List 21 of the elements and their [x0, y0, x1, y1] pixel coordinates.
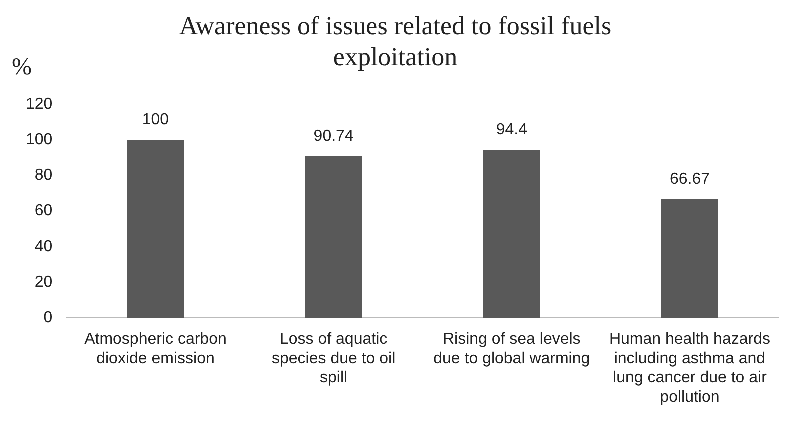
y-tick-label: 60 — [34, 202, 53, 220]
x-tick-label: Human health hazards including asthma and lung cancer due to air pollution — [609, 331, 770, 406]
x-tick-label: Atmospheric carbon dioxide emission — [84, 331, 227, 368]
data-label: 90.74 — [314, 128, 354, 145]
y-tick-label: 0 — [44, 310, 53, 327]
bar — [483, 150, 540, 318]
data-label: 94.4 — [496, 121, 528, 138]
y-axis-title: % — [12, 54, 32, 80]
chart-title: Awareness of issues related to fossil fuels exploitation — [179, 11, 612, 72]
bar — [661, 199, 718, 318]
x-tick-label: Rising of sea levels due to global warming — [434, 331, 590, 368]
y-tick-label: 20 — [34, 274, 53, 291]
bar — [305, 156, 362, 318]
x-tick-label: Loss of aquatic species due to oil spill — [272, 331, 396, 387]
y-tick-label: 80 — [34, 167, 53, 184]
data-label: 66.67 — [670, 170, 710, 188]
data-label: 100 — [142, 111, 170, 128]
y-tick-label: 100 — [26, 131, 53, 148]
y-tick-label: 40 — [34, 238, 53, 256]
bar — [127, 140, 184, 318]
y-tick-label: 120 — [26, 96, 53, 113]
